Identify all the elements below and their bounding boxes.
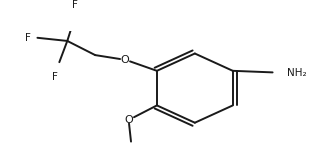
Text: O: O xyxy=(121,55,130,65)
Text: O: O xyxy=(125,115,133,125)
Text: F: F xyxy=(52,72,58,82)
Text: NH₂: NH₂ xyxy=(287,68,306,78)
Text: F: F xyxy=(25,33,30,43)
Text: F: F xyxy=(72,0,78,10)
